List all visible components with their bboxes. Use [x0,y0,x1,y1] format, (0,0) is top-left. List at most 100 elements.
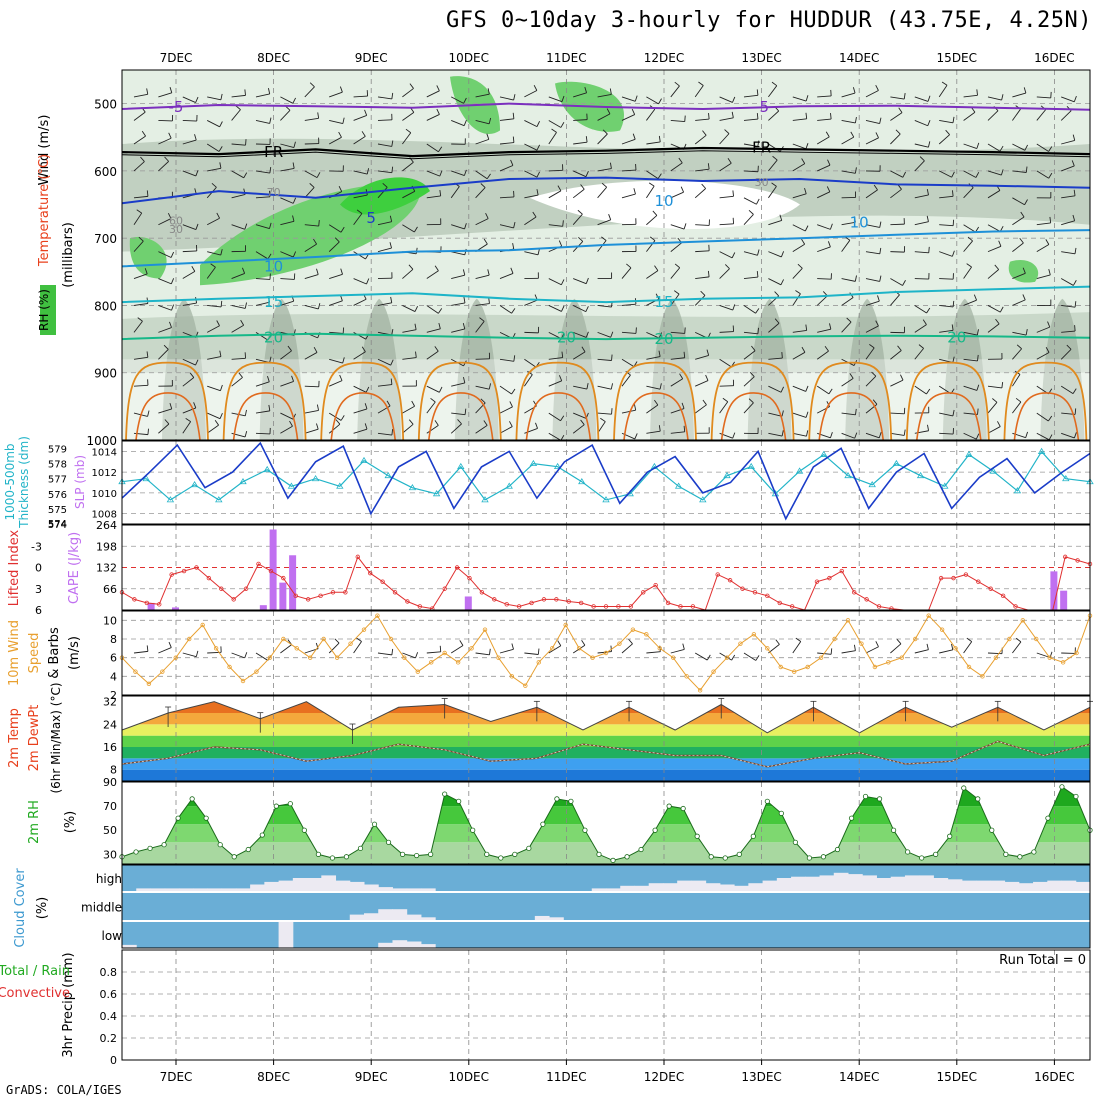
wind-barb [701,183,706,189]
wind-barb [450,645,464,654]
wind-barb [719,305,733,311]
wind-barb [952,300,955,307]
wind-barb [487,269,490,276]
wind-barb [841,650,856,654]
wind-barb [869,344,875,349]
li-point [541,597,547,602]
temp-band [122,758,1090,770]
wind10-point [308,655,313,660]
wind-barb [255,301,270,306]
rh-tick: 30 [103,848,117,861]
wind-barb [939,412,954,417]
wind-barb [366,278,370,285]
wind-barb [670,331,685,334]
cloud-bar-high [292,878,308,891]
wind-barb [170,278,175,285]
wind-barb [826,186,831,193]
wind-barb [670,431,685,434]
wind-barb [524,251,539,256]
contour-label: 10 [264,257,283,275]
wind-barb [757,140,760,147]
wind-barb [577,209,583,215]
cloud-bar-high [335,880,351,891]
wind-barb [670,162,683,172]
wind10-point [254,669,259,674]
wind-barb [340,268,343,275]
wind-barb [292,97,296,104]
wind-barb [938,170,952,178]
temp-contour [121,146,1091,158]
wind-barb [513,221,516,228]
wind-barb [1045,347,1050,353]
wind-barb [806,430,809,437]
wind-barb [220,249,223,256]
temp-contour-warm [623,392,689,441]
wind-barb [922,319,927,325]
wind-barb [438,322,441,329]
wind-barb [1025,329,1028,336]
wind-barb [1012,216,1025,226]
pressure-tick: 1000 [86,434,117,448]
wind-barb [700,290,706,296]
wind10-point [751,632,757,637]
wind-barb [304,385,319,388]
wind-barb [963,331,978,336]
wind-barb [158,251,172,258]
wind-barb [450,423,462,434]
thickness-point [166,496,175,503]
wind-barb [621,374,631,387]
wind-barb [377,119,393,121]
wind-barb [158,161,169,172]
wind-barb [339,374,343,381]
wind-barb [987,385,1002,389]
wind-barb [903,93,906,100]
wind10-point [953,646,958,651]
wind-barb [235,105,241,110]
wind-barb [830,432,833,439]
wind-barb [328,224,342,233]
rh-point [820,854,827,860]
wind-barb [817,278,832,280]
wind10-point [657,646,662,651]
wind-barb [342,117,345,124]
wind-barb [536,171,541,178]
wind-barb [137,317,143,322]
wind-barb [292,162,295,169]
wind-barb [353,331,367,340]
li-tick: 6 [35,604,42,617]
wind-barb [255,278,270,280]
wind-barb [304,224,319,227]
wind-barb [499,406,513,414]
date-tick-bottom: 15DEC [937,1070,977,1084]
rh-point [343,854,350,860]
wind-barb [408,419,414,425]
wind-barb [426,270,439,279]
wind-barb [206,325,220,333]
wind-barb [900,374,904,381]
rh-tick: 90 [103,776,117,789]
li-point [566,599,571,604]
wind-barb [997,421,1001,427]
rh-low-plume [747,298,792,440]
wind-barb [133,240,144,252]
li-point [591,604,596,609]
wind-barb [646,430,661,434]
wind-barb [511,308,516,314]
wind-barb [480,183,486,188]
wind-barb [353,428,368,434]
date-tick-top: 12DEC [644,51,684,65]
wind-barb [732,96,736,103]
li-point [740,586,745,591]
cloud-bar-middle [420,917,436,920]
li-line [121,555,1091,611]
wind-barb [402,112,415,121]
wind-barb [280,350,292,360]
wind-barb [841,278,856,282]
wind-barb [585,171,589,177]
wind-barb [479,317,485,322]
wind10-tick: 6 [110,652,117,665]
temp-tick: 32 [103,696,117,709]
cloud-bar-high [207,888,223,891]
wind-barb [377,302,392,306]
wind-barb [698,81,704,86]
